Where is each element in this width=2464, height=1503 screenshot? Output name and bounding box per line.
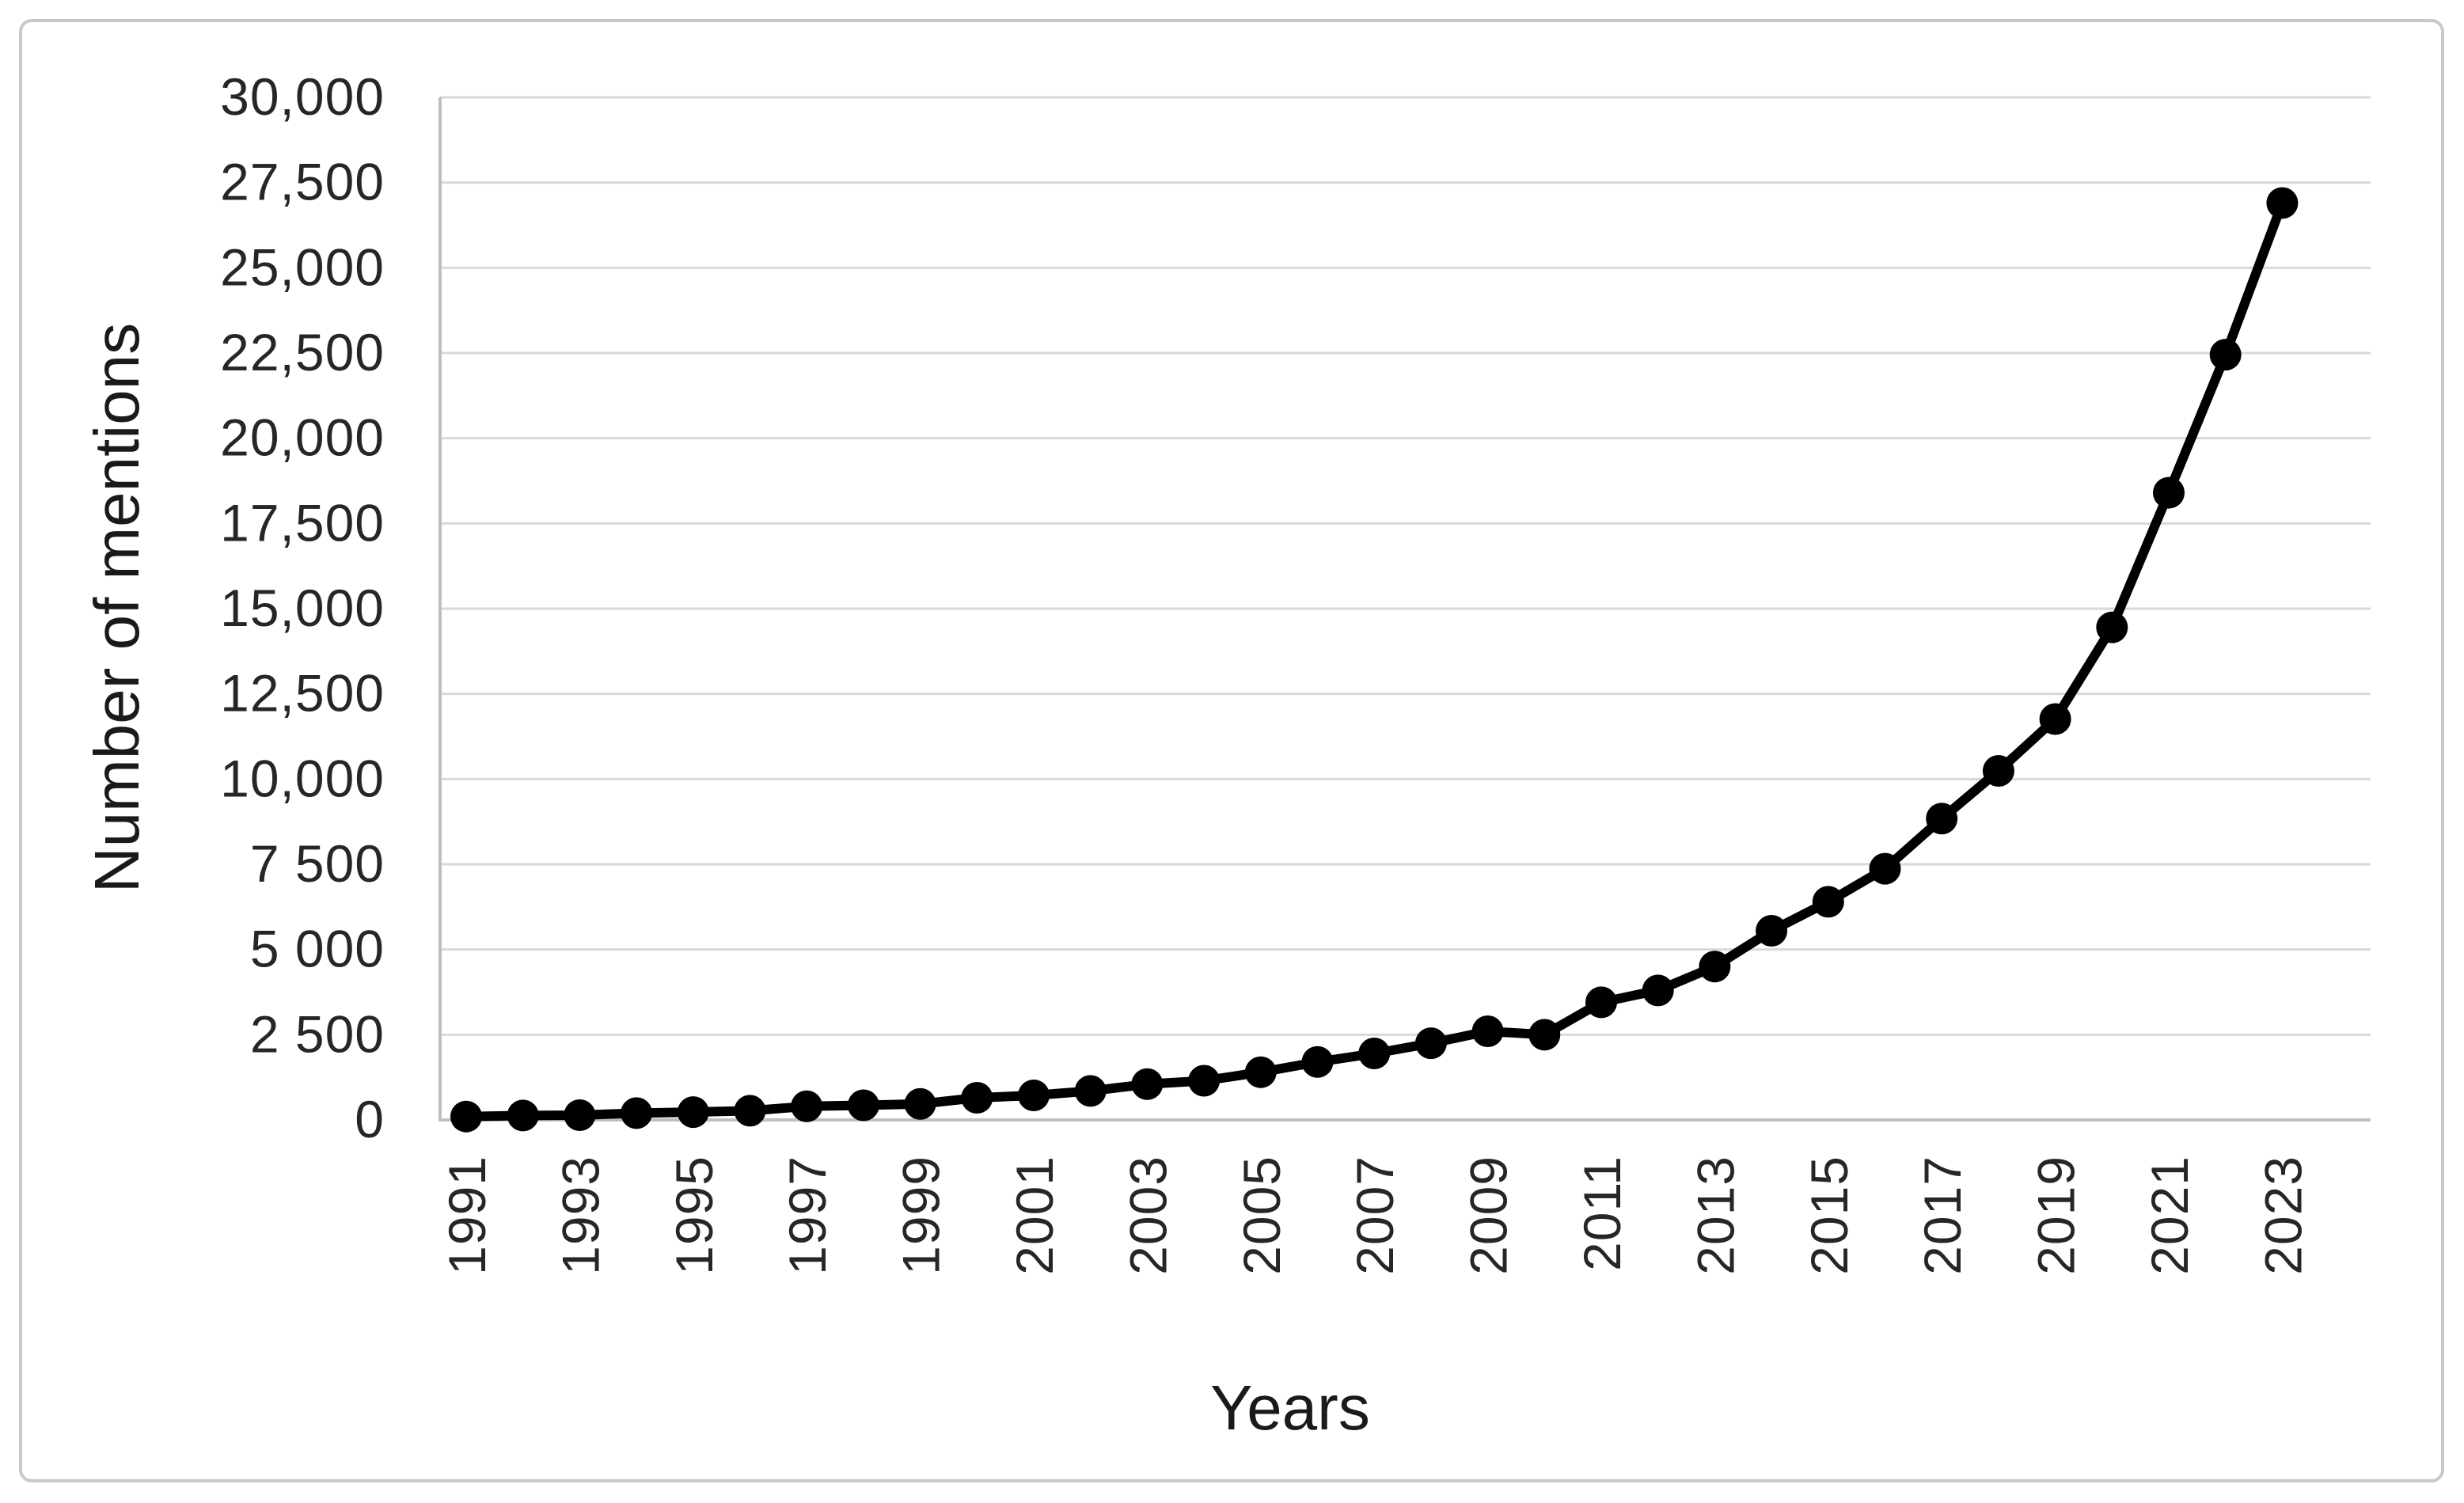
y-tick-label: 22,500 — [220, 323, 385, 381]
y-tick-label: 20,000 — [220, 408, 385, 467]
y-tick-label: 27,500 — [220, 153, 385, 211]
x-tick-label: 2021 — [2140, 1156, 2199, 1275]
y-tick-label: 7 500 — [250, 834, 385, 893]
y-tick-label: 0 — [355, 1090, 385, 1148]
data-point — [507, 1099, 539, 1132]
x-tick-label: 1995 — [665, 1156, 723, 1275]
data-point — [1585, 986, 1617, 1019]
data-point — [1756, 914, 1788, 947]
x-tick-label: 2023 — [2253, 1156, 2312, 1275]
x-tick-label: 2011 — [1573, 1156, 1631, 1271]
x-tick-label: 2005 — [1232, 1156, 1291, 1275]
data-point — [904, 1087, 936, 1120]
y-axis-title: Number of mentions — [82, 323, 152, 893]
y-tick-label: 5 000 — [250, 920, 385, 978]
data-point — [1301, 1046, 1334, 1078]
data-point — [2266, 187, 2299, 219]
x-tick-label: 2017 — [1913, 1156, 1972, 1275]
x-tick-label: 2007 — [1346, 1156, 1404, 1275]
x-axis-title: Years — [1210, 1372, 1370, 1443]
data-points-group — [450, 187, 2299, 1133]
data-point — [564, 1099, 596, 1131]
data-point — [1528, 1019, 1561, 1051]
y-tick-label: 12,500 — [220, 664, 385, 723]
data-point — [847, 1089, 879, 1122]
y-tick-label: 30,000 — [220, 67, 385, 126]
x-tick-label: 2003 — [1118, 1156, 1177, 1275]
y-tick-label: 25,000 — [220, 237, 385, 296]
x-tick-label: 2001 — [1005, 1156, 1064, 1275]
data-point — [2096, 611, 2128, 643]
data-point — [2039, 703, 2071, 735]
data-point — [1812, 886, 1844, 918]
x-tick-label: 1999 — [892, 1156, 951, 1275]
x-tick-label: 1993 — [551, 1156, 609, 1275]
data-point — [1018, 1079, 1050, 1111]
x-tick-label: 2009 — [1460, 1156, 1518, 1275]
data-point — [791, 1090, 823, 1122]
y-tick-label: 2 500 — [250, 1004, 385, 1063]
data-point — [1699, 951, 1731, 983]
data-point — [1926, 803, 1958, 835]
y-tick-labels-group: 0 2 500 5 000 7 500 10,000 12,500 15,000 17,500… — [220, 67, 385, 1148]
x-tick-labels-group: 1991 1993 1995 1997 1999 2001 2003 2005 2007 2009… — [438, 1156, 2312, 1275]
data-point — [1244, 1056, 1277, 1088]
data-point — [734, 1095, 766, 1127]
data-point — [1074, 1075, 1107, 1107]
data-point — [621, 1097, 653, 1129]
y-tick-label: 15,000 — [220, 579, 385, 637]
data-point — [450, 1100, 482, 1133]
data-point — [1982, 754, 2014, 787]
data-point — [961, 1082, 993, 1114]
data-point — [1188, 1065, 1221, 1097]
data-point — [2153, 476, 2185, 509]
series-line — [461, 198, 2287, 1122]
data-point — [1358, 1038, 1391, 1070]
gridlines-group — [440, 96, 2371, 1122]
data-point — [2209, 339, 2242, 371]
data-point — [1642, 974, 1674, 1007]
x-tick-label: 2013 — [1686, 1156, 1745, 1275]
y-tick-label: 10,000 — [220, 749, 385, 807]
data-point — [1131, 1068, 1164, 1100]
data-point — [677, 1096, 709, 1129]
x-tick-label: 1997 — [778, 1156, 837, 1275]
figure-border — [19, 19, 2444, 1482]
data-point — [1471, 1015, 1504, 1048]
data-point — [1414, 1027, 1447, 1060]
data-point — [1869, 852, 1901, 885]
y-tick-label: 17,500 — [220, 493, 385, 552]
x-tick-label: 2015 — [1800, 1156, 1858, 1275]
x-tick-label: 2019 — [2027, 1156, 2086, 1275]
x-tick-label: 1991 — [438, 1156, 496, 1275]
